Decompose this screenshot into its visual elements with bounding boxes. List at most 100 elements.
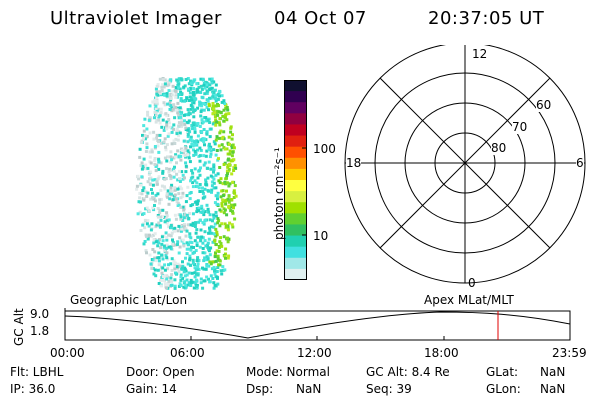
aurora-pixel — [198, 245, 202, 249]
aurora-pixel — [231, 158, 235, 162]
aurora-pixel — [190, 101, 194, 104]
aurora-pixel — [224, 199, 227, 203]
aurora-pixel — [172, 175, 176, 179]
aurora-pixel — [217, 219, 221, 223]
aurora-pixel — [202, 163, 206, 167]
aurora-pixel — [208, 280, 212, 284]
aurora-pixel — [135, 187, 139, 191]
aurora-pixel — [208, 77, 212, 81]
aurora-pixel — [159, 218, 163, 222]
aurora-pixel — [192, 148, 195, 152]
aurora-pixel — [182, 285, 186, 289]
aurora-pixel — [227, 254, 231, 258]
aurora-pixel — [203, 256, 207, 260]
aurora-pixel — [204, 116, 208, 119]
aurora-pixel — [205, 132, 209, 136]
aurora-pixel — [198, 168, 202, 172]
aurora-pixel — [174, 89, 178, 93]
aurora-pixel — [210, 81, 214, 85]
aurora-pixel — [152, 130, 156, 134]
aurora-pixel — [192, 115, 196, 119]
aurora-pixel — [170, 89, 174, 93]
aurora-pixel — [217, 246, 221, 250]
info-dsp: Dsp: — [246, 382, 274, 396]
aurora-pixel — [227, 194, 231, 198]
aurora-pixel — [189, 278, 193, 282]
mlt-label-0: 0 — [468, 276, 476, 290]
aurora-pixel — [220, 222, 224, 226]
aurora-pixel — [156, 192, 160, 196]
aurora-pixel — [226, 240, 230, 244]
aurora-pixel — [226, 236, 229, 240]
aurora-pixel — [141, 164, 145, 168]
aurora-pixel — [213, 272, 217, 276]
aurora-pixel — [186, 130, 189, 134]
aurora-pixel — [225, 176, 228, 180]
aurora-pixel — [165, 235, 169, 239]
aurora-pixel — [163, 93, 167, 97]
aurora-pixel — [170, 231, 174, 235]
aurora-pixel — [163, 263, 167, 267]
instrument-title: Ultraviolet Imager — [50, 8, 222, 29]
aurora-pixel — [142, 124, 146, 128]
aurora-pixel — [191, 185, 195, 189]
aurora-pixel — [216, 282, 220, 286]
aurora-pixel — [158, 201, 162, 205]
aurora-pixel — [199, 281, 203, 285]
aurora-pixel — [167, 263, 170, 267]
aurora-pixel — [169, 150, 173, 154]
aurora-pixel — [214, 194, 218, 198]
aurora-pixel — [155, 182, 159, 186]
aurora-pixel — [212, 165, 216, 169]
aurora-pixel — [210, 86, 214, 90]
aurora-pixel — [201, 251, 205, 255]
aurora-pixel — [214, 210, 218, 214]
aurora-pixel — [179, 99, 183, 103]
aurora-pixel — [226, 169, 230, 173]
aurora-pixel — [154, 193, 158, 197]
aurora-pixel — [153, 204, 156, 207]
aurora-pixel — [155, 133, 159, 137]
aurora-pixel — [205, 264, 209, 268]
aurora-pixel — [231, 143, 235, 147]
aurora-pixel — [188, 240, 192, 244]
aurora-pixel — [212, 213, 216, 217]
aurora-pixel — [156, 207, 160, 210]
aurora-pixel — [157, 238, 161, 242]
aurora-pixel — [180, 120, 184, 124]
aurora-pixel — [209, 262, 213, 266]
aurora-pixel — [163, 137, 167, 141]
aurora-pixel — [158, 133, 162, 137]
aurora-pixel — [169, 226, 173, 229]
time-label: 20:37:05 UT — [428, 8, 545, 29]
aurora-pixel — [209, 225, 213, 229]
aurora-pixel — [175, 172, 179, 176]
aurora-pixel — [201, 191, 205, 195]
aurora-pixel — [212, 186, 216, 190]
aurora-pixel — [189, 103, 193, 107]
aurora-pixel — [219, 195, 223, 199]
aurora-pixel — [185, 96, 189, 100]
aurora-pixel — [142, 157, 146, 161]
aurora-pixel — [150, 222, 154, 226]
aurora-pixel — [211, 104, 215, 108]
aurora-pixel — [184, 170, 188, 174]
aurora-pixel — [194, 97, 198, 101]
aurora-pixel — [205, 85, 209, 89]
aurora-pixel — [224, 103, 228, 107]
aurora-pixel — [153, 162, 157, 166]
aurora-pixel — [196, 122, 200, 125]
aurora-pixel — [217, 136, 221, 140]
aurora-pixel — [206, 118, 210, 122]
aurora-pixel — [158, 121, 162, 125]
aurora-pixel — [164, 177, 168, 181]
aurora-pixel — [136, 174, 140, 178]
aurora-pixel — [184, 234, 188, 238]
aurora-pixel — [177, 203, 181, 207]
aurora-pixel — [187, 271, 191, 275]
aurora-pixel — [201, 96, 205, 100]
aurora-pixel — [176, 262, 180, 266]
aurora-pixel — [154, 107, 158, 110]
aurora-pixel — [194, 268, 198, 272]
aurora-pixel — [154, 274, 158, 278]
